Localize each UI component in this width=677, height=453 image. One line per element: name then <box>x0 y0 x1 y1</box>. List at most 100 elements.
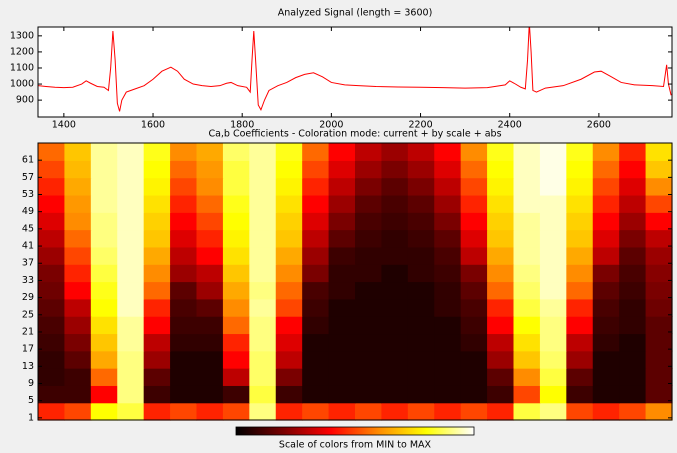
axes-frame <box>37 26 673 118</box>
coefficient-cell <box>513 385 541 404</box>
coefficient-cell <box>539 281 567 300</box>
coefficient-cell <box>302 298 330 317</box>
coefficient-cell <box>143 385 171 404</box>
coefficient-cell <box>513 316 541 335</box>
coefficient-cell <box>196 281 224 300</box>
coefficient-cell <box>38 316 66 335</box>
coefficient-cell <box>328 212 356 231</box>
coefficient-cell <box>645 229 673 248</box>
coefficient-cell <box>222 143 250 161</box>
coefficient-cell <box>566 298 594 317</box>
x-tick-label: 1600 <box>141 120 165 131</box>
coefficient-cell <box>381 177 409 196</box>
coefficient-cell <box>90 385 118 404</box>
coefficient-cell <box>513 281 541 300</box>
coefficient-cell <box>619 368 647 386</box>
coefficient-cell <box>355 246 383 265</box>
signal-line <box>38 27 672 112</box>
coefficient-cell <box>513 333 541 352</box>
coefficient-cell <box>90 160 118 179</box>
coefficient-cell <box>328 368 356 386</box>
coefficient-cell <box>143 264 171 283</box>
coefficient-cell <box>196 143 224 161</box>
coefficient-cell <box>117 160 145 179</box>
coefficient-cell <box>460 350 488 369</box>
y-tick-label: 57 <box>22 172 34 183</box>
colorbar <box>235 426 475 436</box>
y-tick-label: 17 <box>22 344 34 355</box>
coefficient-cell <box>513 402 541 421</box>
coefficient-cell <box>460 402 488 421</box>
coefficient-cell <box>487 385 515 404</box>
coefficient-cell <box>170 212 198 231</box>
coefficient-cell <box>302 160 330 179</box>
coefficient-cell <box>645 160 673 179</box>
coefficient-cell <box>566 246 594 265</box>
coefficient-cell <box>117 368 145 386</box>
coefficient-cell <box>117 402 145 421</box>
coefficient-cell <box>566 264 594 283</box>
coefficient-cell <box>222 212 250 231</box>
coefficient-cell <box>222 298 250 317</box>
coefficient-cell <box>645 246 673 265</box>
coefficient-cell <box>407 350 435 369</box>
coefficient-cell <box>328 160 356 179</box>
coefficient-cell <box>355 212 383 231</box>
coefficient-cell <box>117 298 145 317</box>
coefficient-cell <box>64 264 92 283</box>
coefficient-cell <box>355 194 383 213</box>
y-tick-label: 1 <box>28 412 34 423</box>
coefficient-cell <box>407 298 435 317</box>
coefficient-cell <box>407 402 435 421</box>
coefficient-cell <box>328 229 356 248</box>
coefficient-cell <box>302 316 330 335</box>
coefficient-cell <box>592 194 620 213</box>
coefficient-cell <box>249 177 277 196</box>
coefficient-cell <box>90 368 118 386</box>
coefficient-cell <box>275 229 303 248</box>
coefficient-cell <box>566 177 594 196</box>
coefficient-cell <box>117 177 145 196</box>
coefficient-cell <box>249 385 277 404</box>
coefficient-cell <box>355 385 383 404</box>
y-tick-label: 1200 <box>10 46 34 57</box>
coefficient-cell <box>64 368 92 386</box>
coefficient-cell <box>170 316 198 335</box>
coefficient-cell <box>249 350 277 369</box>
coefficient-cell <box>434 333 462 352</box>
coefficient-cell <box>64 281 92 300</box>
coefficient-cell <box>407 281 435 300</box>
x-tick-label: 1800 <box>230 120 254 131</box>
coefficient-cell <box>222 402 250 421</box>
coefficient-cell <box>328 177 356 196</box>
coefficient-cell <box>143 402 171 421</box>
coefficient-cell <box>460 160 488 179</box>
coefficient-cell <box>222 350 250 369</box>
coefficient-cell <box>487 160 515 179</box>
coefficient-cell <box>619 316 647 335</box>
coefficient-cell <box>302 402 330 421</box>
coefficient-cell <box>275 246 303 265</box>
coefficient-cell <box>90 143 118 161</box>
coefficient-cell <box>90 298 118 317</box>
coefficient-cell <box>196 264 224 283</box>
coefficient-cell <box>249 298 277 317</box>
coefficient-cell <box>249 143 277 161</box>
coefficient-cell <box>90 281 118 300</box>
coefficient-cell <box>539 177 567 196</box>
coefficient-cell <box>513 143 541 161</box>
coefficient-cell <box>381 402 409 421</box>
coefficient-cell <box>275 385 303 404</box>
coefficient-cell <box>90 350 118 369</box>
coefficient-cell <box>328 264 356 283</box>
coefficient-cell <box>434 212 462 231</box>
coefficient-cell <box>275 281 303 300</box>
coefficient-cell <box>619 246 647 265</box>
coefficient-cell <box>592 177 620 196</box>
coefficient-cell <box>381 246 409 265</box>
coefficient-cell <box>407 264 435 283</box>
coefficient-cell <box>407 212 435 231</box>
coefficient-cell <box>170 350 198 369</box>
coefficient-cell <box>355 333 383 352</box>
